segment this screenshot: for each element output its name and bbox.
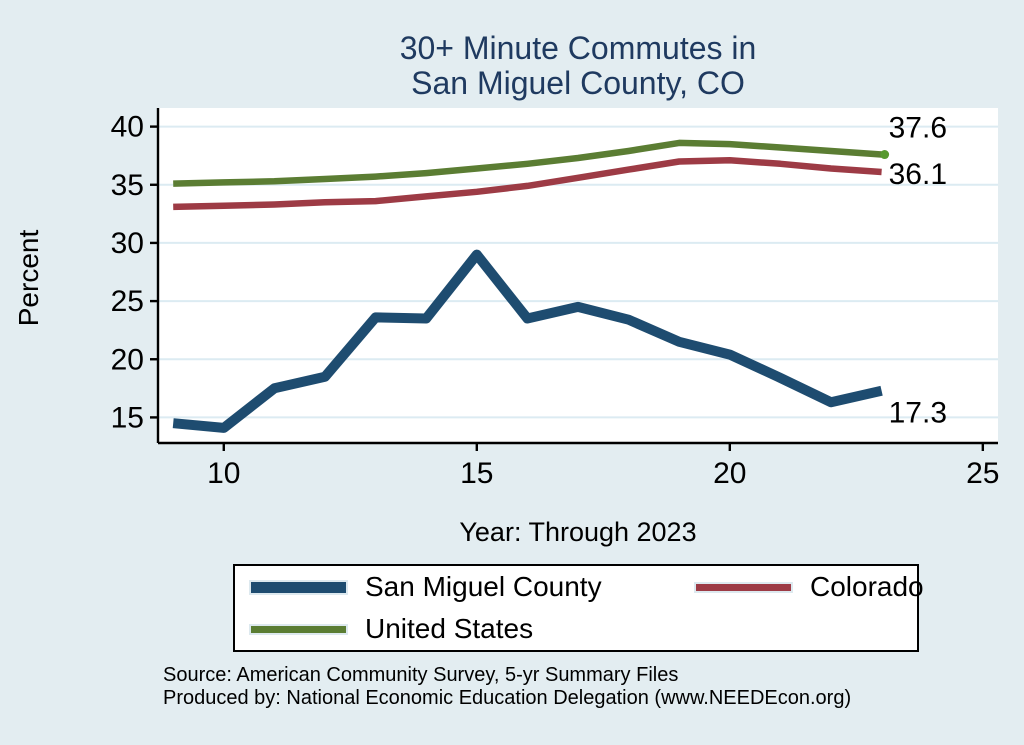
y-tick-label: 35 — [111, 169, 144, 202]
legend-item-colorado: Colorado — [694, 571, 924, 603]
y-tick-label: 40 — [111, 111, 144, 144]
legend-swatch — [249, 623, 348, 635]
series-end-marker — [880, 150, 890, 160]
series-line-colorado — [173, 157, 882, 211]
legend: San Miguel County Colorado United States — [233, 564, 924, 652]
source-note: Source: American Community Survey, 5-yr … — [163, 664, 851, 710]
x-tick-label: 25 — [966, 457, 999, 490]
legend-label: United States — [365, 613, 534, 644]
x-axis-title: Year: Through 2023 — [459, 517, 697, 547]
y-axis-title: Percent — [13, 229, 44, 327]
legend-swatch — [694, 581, 793, 593]
series-line-united-states — [173, 139, 882, 187]
series-line-san-miguel-county — [172, 249, 883, 433]
series-end-label: 17.3 — [889, 397, 947, 430]
y-tick-label: 20 — [111, 343, 144, 376]
legend-item-san-miguel-county: San Miguel County — [249, 571, 694, 603]
series-end-label: 37.6 — [889, 112, 947, 145]
source-line2: Produced by: National Economic Education… — [163, 687, 852, 709]
x-tick-label: 20 — [713, 457, 746, 490]
legend-label: San Miguel County — [365, 571, 602, 602]
source-line1: Source: American Community Survey, 5-yr … — [163, 664, 679, 686]
y-tick-label: 30 — [111, 227, 144, 260]
y-tick-label: 25 — [111, 285, 144, 318]
chart-title-line1: 30+ Minute Commutes in — [399, 30, 757, 66]
series-end-label: 36.1 — [889, 158, 947, 191]
legend-swatch — [249, 579, 348, 595]
legend-label: Colorado — [810, 571, 924, 602]
y-tick-label: 15 — [111, 401, 144, 434]
x-tick-label: 15 — [460, 457, 493, 490]
x-tick-label: 10 — [207, 457, 240, 490]
chart-title: 30+ Minute Commutes in San Miguel County… — [158, 31, 998, 101]
legend-item-united-states: United States — [249, 613, 694, 645]
chart-title-line2: San Miguel County, CO — [411, 65, 745, 101]
